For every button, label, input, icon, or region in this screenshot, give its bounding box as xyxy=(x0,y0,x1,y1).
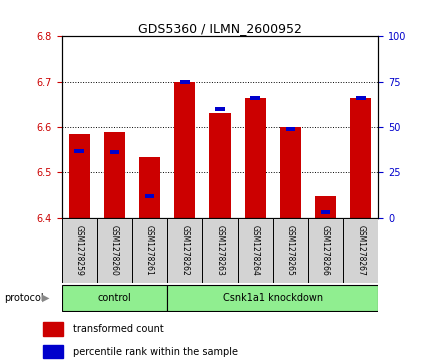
Bar xyxy=(145,194,154,198)
Bar xyxy=(273,218,308,283)
Bar xyxy=(62,218,97,283)
Bar xyxy=(43,345,63,358)
Title: GDS5360 / ILMN_2600952: GDS5360 / ILMN_2600952 xyxy=(138,22,302,35)
Text: GSM1278262: GSM1278262 xyxy=(180,225,189,276)
Bar xyxy=(350,98,371,218)
Text: ▶: ▶ xyxy=(42,293,49,303)
Text: GSM1278259: GSM1278259 xyxy=(75,225,84,276)
Bar xyxy=(215,107,225,111)
Bar xyxy=(321,211,330,215)
Bar xyxy=(356,96,366,100)
Bar xyxy=(180,80,190,84)
Text: GSM1278261: GSM1278261 xyxy=(145,225,154,276)
Text: percentile rank within the sample: percentile rank within the sample xyxy=(73,347,238,357)
Bar xyxy=(167,218,202,283)
Bar xyxy=(104,132,125,218)
Text: Csnk1a1 knockdown: Csnk1a1 knockdown xyxy=(223,293,323,303)
Bar xyxy=(62,285,167,311)
Bar xyxy=(43,322,63,336)
Text: GSM1278267: GSM1278267 xyxy=(356,225,365,276)
Text: GSM1278263: GSM1278263 xyxy=(216,225,224,276)
Bar xyxy=(245,98,266,218)
Bar xyxy=(74,149,84,153)
Bar xyxy=(110,151,119,155)
Text: GSM1278266: GSM1278266 xyxy=(321,225,330,276)
Bar xyxy=(132,218,167,283)
Bar xyxy=(97,218,132,283)
Text: transformed count: transformed count xyxy=(73,324,164,334)
Bar xyxy=(315,196,336,218)
Bar xyxy=(343,218,378,283)
Bar xyxy=(238,218,273,283)
Bar xyxy=(280,127,301,218)
Bar xyxy=(286,127,295,131)
Bar xyxy=(250,96,260,100)
Text: GSM1278260: GSM1278260 xyxy=(110,225,119,276)
Bar xyxy=(202,218,238,283)
Text: control: control xyxy=(98,293,131,303)
Bar xyxy=(174,82,195,218)
Bar xyxy=(167,285,378,311)
Bar xyxy=(308,218,343,283)
Bar xyxy=(209,114,231,218)
Bar xyxy=(69,134,90,218)
Bar xyxy=(139,156,160,218)
Text: GSM1278264: GSM1278264 xyxy=(251,225,260,276)
Text: protocol: protocol xyxy=(4,293,44,303)
Text: GSM1278265: GSM1278265 xyxy=(286,225,295,276)
